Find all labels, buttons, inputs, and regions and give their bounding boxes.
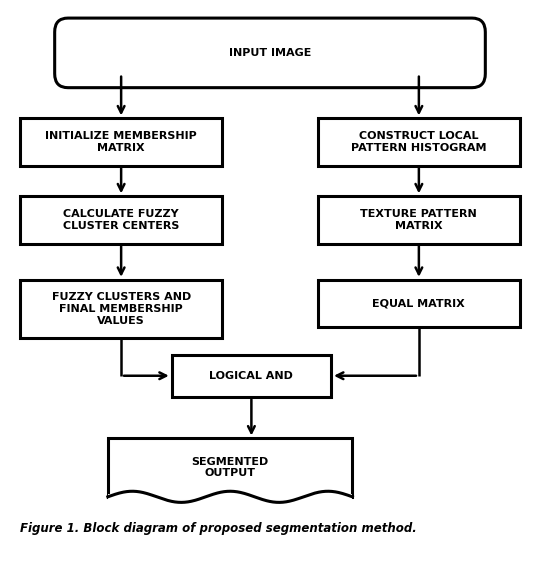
FancyBboxPatch shape (20, 280, 222, 338)
FancyBboxPatch shape (318, 196, 520, 244)
Text: CALCULATE FUZZY
CLUSTER CENTERS: CALCULATE FUZZY CLUSTER CENTERS (63, 209, 179, 231)
FancyBboxPatch shape (318, 118, 520, 166)
Text: CONSTRUCT LOCAL
PATTERN HISTOGRAM: CONSTRUCT LOCAL PATTERN HISTOGRAM (351, 131, 487, 153)
FancyBboxPatch shape (20, 118, 222, 166)
Text: LOGICAL AND: LOGICAL AND (210, 371, 293, 381)
Text: Figure 1. Block diagram of proposed segmentation method.: Figure 1. Block diagram of proposed segm… (20, 522, 417, 535)
FancyBboxPatch shape (55, 18, 485, 88)
Text: SEGMENTED
OUTPUT: SEGMENTED OUTPUT (192, 457, 269, 479)
FancyBboxPatch shape (172, 355, 331, 397)
Text: FUZZY CLUSTERS AND
FINAL MEMBERSHIP
VALUES: FUZZY CLUSTERS AND FINAL MEMBERSHIP VALU… (51, 292, 191, 325)
FancyBboxPatch shape (108, 438, 353, 497)
Text: INITIALIZE MEMBERSHIP
MATRIX: INITIALIZE MEMBERSHIP MATRIX (45, 131, 197, 153)
FancyBboxPatch shape (20, 196, 222, 244)
Text: EQUAL MATRIX: EQUAL MATRIX (373, 298, 465, 308)
Text: TEXTURE PATTERN
MATRIX: TEXTURE PATTERN MATRIX (361, 209, 477, 231)
FancyBboxPatch shape (318, 280, 520, 327)
Text: INPUT IMAGE: INPUT IMAGE (229, 48, 311, 58)
